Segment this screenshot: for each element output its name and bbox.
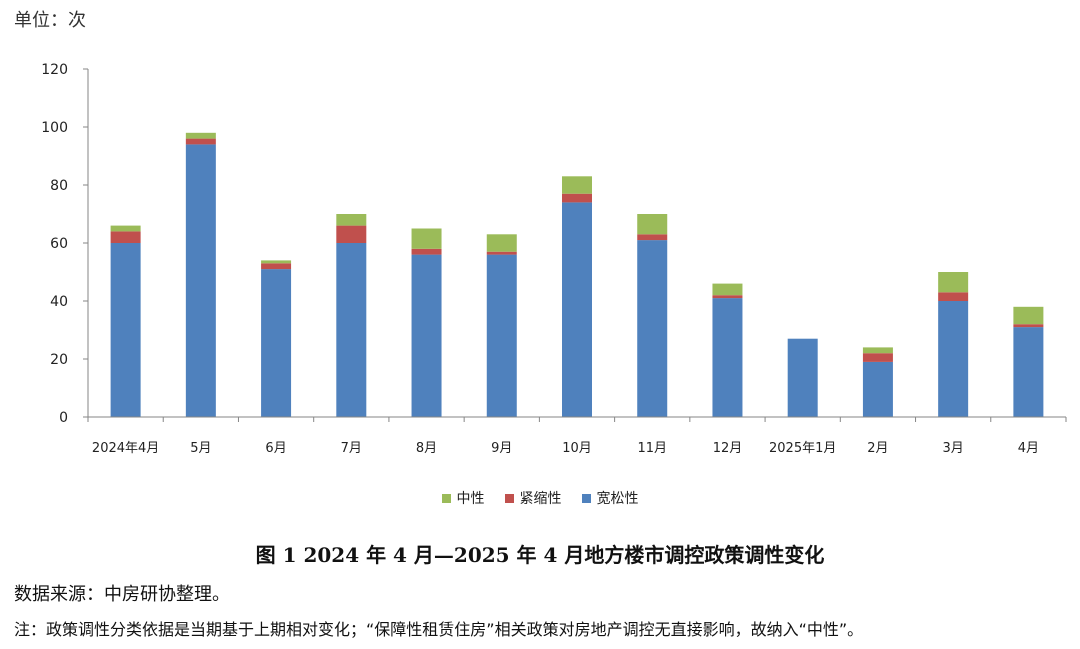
y-tick-label: 40 [50, 294, 68, 310]
x-tick-label: 4月 [1018, 441, 1039, 456]
y-tick-label: 60 [50, 236, 68, 252]
bar-segment-2 [862, 347, 893, 354]
x-tick-label: 12月 [713, 441, 743, 456]
legend-swatch-neutral [441, 493, 451, 503]
x-tick-label: 2024年4月 [92, 441, 159, 456]
bar-segment-2 [185, 132, 216, 139]
unit-label: 单位：次 [14, 10, 86, 31]
bar-segment-0 [261, 269, 292, 417]
bar-segment-1 [261, 263, 292, 270]
bar-segment-0 [637, 240, 668, 417]
bar-segment-0 [938, 301, 969, 417]
x-tick-label: 7月 [341, 441, 362, 456]
y-axis: 0 20 40 60 80 100 120 [41, 62, 89, 426]
bar-segment-1 [486, 251, 517, 255]
legend-label-tightening: 紧缩性 [519, 491, 562, 507]
y-tick-label: 80 [50, 178, 68, 194]
bar-segment-0 [562, 202, 592, 417]
legend-item-tightening: 紧缩性 [504, 488, 562, 508]
legend-label-neutral: 中性 [456, 491, 485, 507]
y-tick-label: 100 [41, 120, 68, 136]
bar-segment-2 [938, 272, 969, 293]
x-tick-label: 10月 [562, 441, 592, 456]
legend-swatch-easing [581, 493, 591, 503]
stacked-bar-chart: 0 20 40 60 80 100 120 2024年4月 5月 6月 7月 8月 9月 10月 11月 1… [41, 62, 1067, 456]
y-tick-label: 20 [50, 352, 68, 368]
bar-segment-0 [411, 254, 442, 417]
bar-segment-0 [110, 243, 141, 417]
chart-legend: 中性 紧缩性 宽松性 [0, 488, 1080, 508]
bar-segment-0 [787, 338, 818, 417]
bar-segment-1 [110, 231, 141, 243]
bar-segment-1 [862, 353, 893, 362]
x-tick-label: 2月 [867, 441, 888, 456]
bar-segment-1 [411, 248, 442, 255]
bar-segment-2 [486, 234, 517, 252]
bar-segment-1 [1013, 324, 1044, 328]
legend-swatch-tightening [504, 493, 514, 503]
bar-segment-2 [637, 214, 668, 235]
figure-caption: 图 1 2024 年 4 月—2025 年 4 月地方楼市调控政策调性变化 [255, 543, 825, 567]
x-tick-label: 2025年1月 [769, 441, 836, 456]
bar-segment-2 [336, 214, 367, 226]
x-tick-label: 3月 [943, 441, 964, 456]
bar-segment-0 [336, 243, 367, 417]
bar-segment-1 [185, 138, 216, 145]
bars [110, 132, 1044, 417]
bar-segment-1 [712, 295, 743, 299]
bar-segment-0 [486, 254, 517, 417]
data-source: 数据来源：中房研协整理。 [14, 584, 230, 605]
legend-label-easing: 宽松性 [596, 491, 639, 507]
bar-segment-0 [862, 361, 893, 417]
bar-segment-0 [1013, 327, 1044, 417]
x-tick-label: 5月 [190, 441, 211, 456]
bar-segment-1 [336, 225, 367, 243]
x-tick-label: 11月 [637, 441, 667, 456]
bar-segment-2 [562, 176, 592, 194]
bar-segment-0 [185, 144, 216, 417]
bar-segment-0 [712, 298, 743, 417]
x-tick-label: 8月 [416, 441, 437, 456]
legend-item-easing: 宽松性 [581, 488, 639, 508]
y-tick-label: 0 [59, 410, 68, 426]
legend-item-neutral: 中性 [441, 488, 485, 508]
x-tick-label: 9月 [491, 441, 512, 456]
bar-segment-2 [411, 228, 442, 249]
bar-segment-1 [938, 292, 969, 301]
bar-segment-2 [712, 283, 743, 296]
bar-segment-1 [637, 234, 668, 241]
bar-segment-1 [562, 193, 592, 203]
x-tick-label: 6月 [265, 441, 286, 456]
figure-note: 注：政策调性分类依据是当期基于上期相对变化；“保障性租赁住房”相关政策对房地产调… [14, 620, 864, 639]
bar-segment-2 [110, 225, 141, 232]
x-axis: 2024年4月 5月 6月 7月 8月 9月 10月 11月 12月 2025年1月 2月 3月 4月 [87, 416, 1067, 456]
bar-segment-2 [1013, 306, 1044, 325]
y-tick-label: 120 [41, 62, 68, 78]
bar-segment-2 [261, 260, 292, 264]
